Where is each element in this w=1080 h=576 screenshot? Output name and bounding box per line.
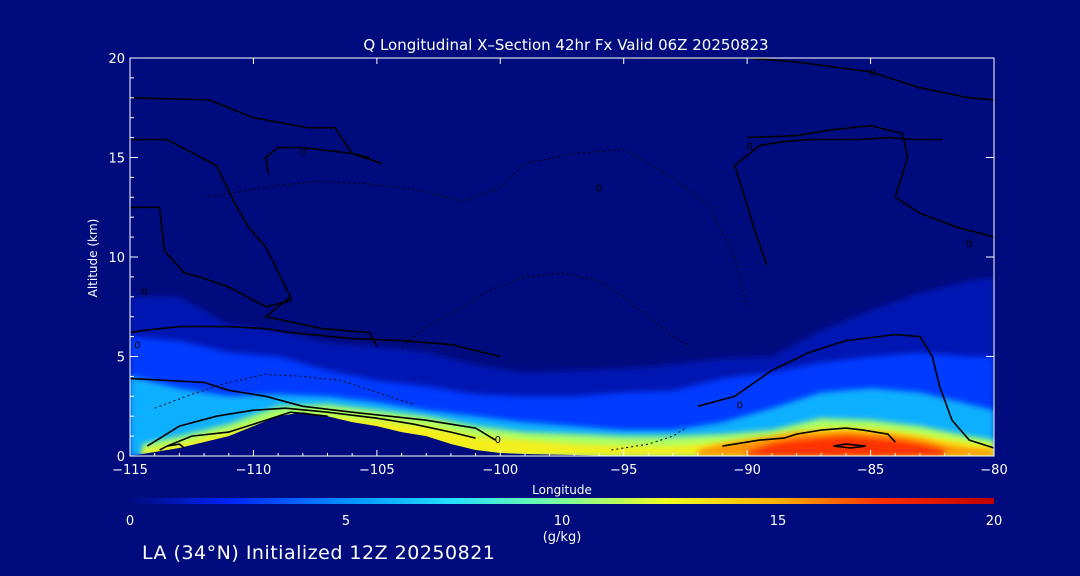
contour-label: 0 xyxy=(142,287,148,298)
x-tick-label: −100 xyxy=(482,463,518,478)
contour-solid-14 xyxy=(733,136,943,266)
x-tick-label: −90 xyxy=(733,463,760,478)
colorbar-tick-label: 10 xyxy=(554,514,571,529)
contour-solid-2 xyxy=(130,97,370,159)
contour-dashed-3 xyxy=(611,427,686,451)
contour-solid-4 xyxy=(263,296,378,347)
contour-dashed-1 xyxy=(401,272,691,348)
x-tick-label: −105 xyxy=(359,463,395,478)
x-tick-label: −95 xyxy=(610,463,637,478)
x-tick-label: −115 xyxy=(112,463,148,478)
contour-label: 0 xyxy=(746,142,752,153)
colorbar-tick-label: 20 xyxy=(986,514,1003,529)
contour-solid-1 xyxy=(130,138,292,298)
y-tick-label: 20 xyxy=(108,52,125,67)
y-axis-label: Altitude (km) xyxy=(86,219,100,298)
contour-label: 0 xyxy=(300,148,306,159)
contour-solid-15 xyxy=(623,58,994,101)
x-axis-label: Longitude xyxy=(532,483,592,497)
contour-label: 0 xyxy=(870,68,876,79)
colorbar-tick-label: 5 xyxy=(342,514,350,529)
contour-label: 0 xyxy=(737,400,743,411)
contour-label: 0 xyxy=(134,341,140,352)
contour-label: 0 xyxy=(495,435,501,446)
y-tick-label: 10 xyxy=(108,251,125,266)
contour-labels: 0 0 0 0 0 0 0 0 0 xyxy=(134,68,972,446)
contour-solid-12 xyxy=(833,443,866,449)
contour-solid-11 xyxy=(722,427,896,447)
contour-solid-10 xyxy=(697,333,994,449)
terrain xyxy=(130,412,994,456)
x-tick-label: −85 xyxy=(857,463,884,478)
x-tick-label: −80 xyxy=(980,463,1007,478)
contour-dashed-2 xyxy=(154,373,415,409)
contour-label: 0 xyxy=(596,183,602,194)
contour-dashed-0 xyxy=(204,148,748,307)
y-tick-label: 0 xyxy=(117,450,125,465)
chart-title: Q Longitudinal X–Section 42hr Fx Valid 0… xyxy=(363,36,768,54)
y-tick-label: 15 xyxy=(108,152,125,167)
footer-caption: LA (34°N) Initialized 12Z 20250821 xyxy=(142,542,496,564)
contour-solid-7 xyxy=(146,407,476,447)
contour-solid-9 xyxy=(159,443,185,451)
y-tick-label: 5 xyxy=(117,351,125,366)
colorbar-ticks: 0 5 10 15 20 xyxy=(126,514,1002,529)
contour-solid-8 xyxy=(166,411,328,447)
contour-solid-13 xyxy=(747,124,994,238)
contour-solid-6 xyxy=(130,377,496,441)
contour-label: 0 xyxy=(966,239,972,250)
colorbar-tick-label: 0 xyxy=(126,514,134,529)
colorbar xyxy=(130,498,994,504)
colorbar-tick-label: 15 xyxy=(770,514,787,529)
contour-solid-5 xyxy=(130,325,501,358)
colorbar-label: (g/kg) xyxy=(543,530,582,545)
contour-lines xyxy=(130,58,994,451)
contour-solid-0 xyxy=(130,206,292,308)
x-tick-label: −110 xyxy=(236,463,272,478)
contour-solid-3 xyxy=(264,146,383,174)
